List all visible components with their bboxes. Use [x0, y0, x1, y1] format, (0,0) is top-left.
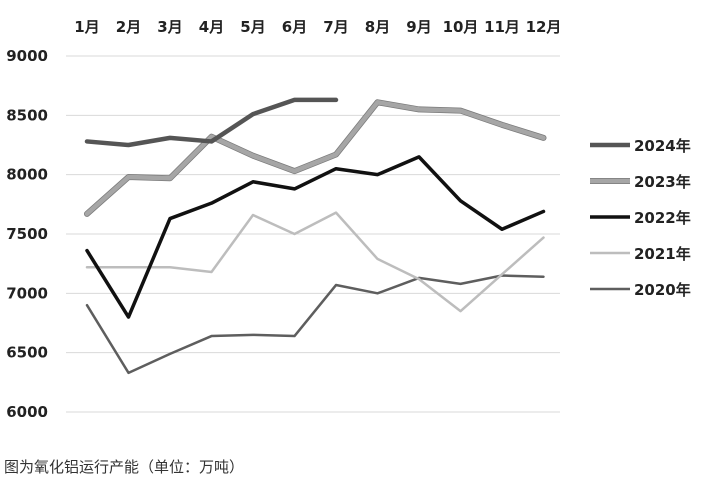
legend-label: 2022年 [634, 209, 691, 227]
legend-label: 2024年 [634, 137, 691, 155]
legend: 2024年 2023年 2022年 2021年 2020年 [590, 137, 691, 299]
x-tick-label: 12月 [526, 18, 562, 36]
x-tick-label: 5月 [240, 18, 265, 36]
legend-label: 2020年 [634, 281, 691, 299]
grid-lines [66, 55, 560, 413]
series-2022年 [85, 155, 546, 319]
chart-caption: 图为氧化铝运行产能（单位：万吨） [4, 458, 245, 476]
series-2023年 [84, 99, 547, 217]
x-tick-label: 10月 [443, 18, 479, 36]
series-lines [84, 97, 547, 375]
legend-item: 2023年 [590, 173, 691, 191]
x-tick-label: 7月 [323, 18, 348, 36]
x-tick-label: 8月 [365, 18, 390, 36]
legend-item: 2022年 [590, 209, 691, 227]
legend-label: 2023年 [634, 173, 691, 191]
line-chart: 6000 6500 7000 7500 8000 8500 9000 1月 2月 3月 4月 5月 6… [6, 18, 691, 421]
series-line [84, 97, 339, 148]
series-line [84, 100, 546, 217]
legend-item: 2021年 [590, 245, 691, 263]
chart-container: 6000 6500 7000 7500 8000 8500 9000 1月 2月 3月 4月 5月 6… [6, 18, 691, 421]
legend-label: 2021年 [634, 245, 691, 263]
x-tick-label: 4月 [199, 18, 224, 36]
x-tick-label: 1月 [74, 18, 99, 36]
y-tick-label: 6000 [6, 403, 48, 421]
series-line-outline [84, 99, 547, 217]
y-tick-label: 9000 [6, 47, 48, 65]
x-tick-label: 2月 [116, 18, 141, 36]
series-2024年 [84, 97, 339, 148]
y-tick-label: 8500 [6, 106, 48, 124]
y-tick-label: 8000 [6, 166, 48, 184]
y-axis-ticks: 6000 6500 7000 7500 8000 8500 9000 [6, 47, 48, 421]
y-tick-label: 7500 [6, 225, 48, 243]
x-tick-label: 3月 [157, 18, 182, 36]
series-2020年 [85, 274, 545, 375]
x-tick-label: 11月 [484, 18, 520, 36]
x-tick-label: 6月 [282, 18, 307, 36]
series-line [85, 211, 545, 313]
series-line [85, 274, 545, 375]
x-axis-ticks: 1月 2月 3月 4月 5月 6月 7月 8月 9月 10月 11月 12月 [74, 18, 561, 36]
x-tick-label: 9月 [406, 18, 431, 36]
y-tick-label: 6500 [6, 344, 48, 362]
legend-item: 2020年 [590, 281, 691, 299]
legend-item: 2024年 [590, 137, 691, 155]
y-tick-label: 7000 [6, 284, 48, 302]
series-line [85, 155, 546, 319]
series-2021年 [85, 211, 545, 313]
